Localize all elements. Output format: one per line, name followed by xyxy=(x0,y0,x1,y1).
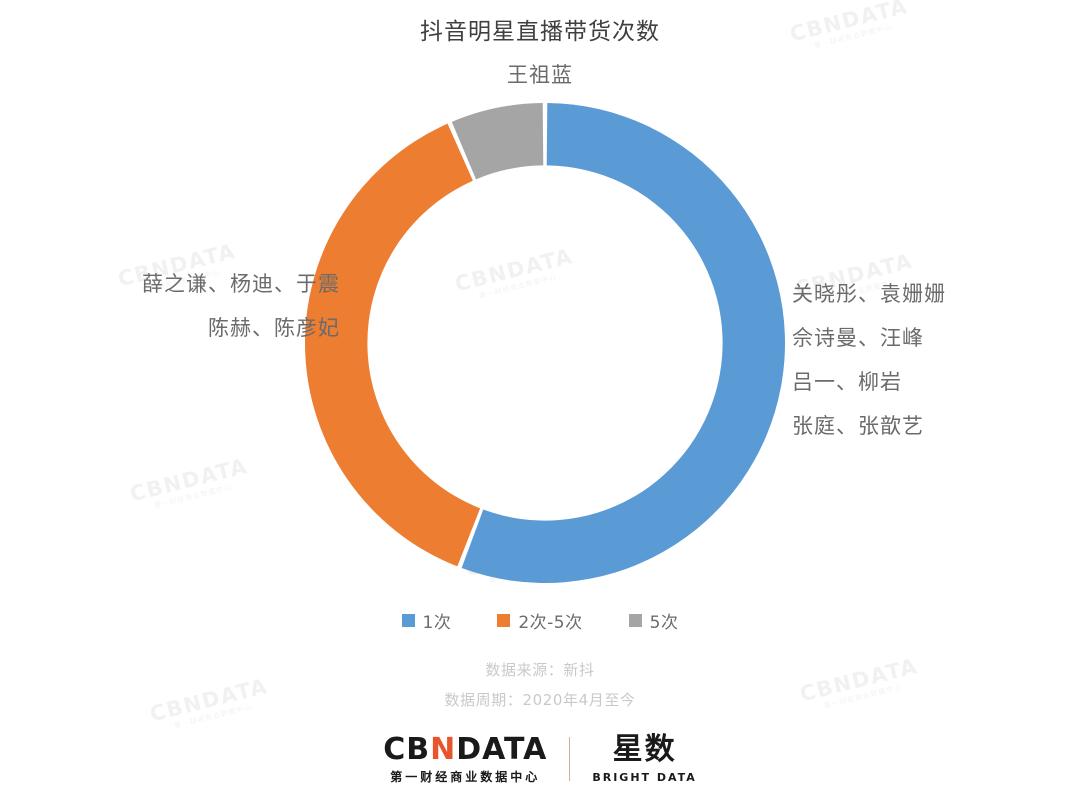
brightdata-logo: 星数 BRIGHT DATA xyxy=(592,732,697,784)
callout-left-line-2: 陈赫、陈彦妃 xyxy=(208,316,340,340)
chart-notes: 数据来源：新抖 数据周期：2020年4月至今 xyxy=(0,655,1080,715)
donut-slices xyxy=(305,103,785,583)
legend-label: 5次 xyxy=(649,613,679,633)
cbndata-wordmark: CB N DATA xyxy=(383,735,547,765)
legend-swatch-icon xyxy=(628,614,642,627)
logo-divider xyxy=(569,737,571,781)
callout-top-line-1: 王祖蓝 xyxy=(507,63,573,87)
donut-slice-2次-5次[interactable] xyxy=(305,123,481,567)
donut-chart xyxy=(305,103,785,583)
chart-legend: 1次 2次-5次 5次 xyxy=(0,608,1080,633)
legend-swatch-icon xyxy=(401,614,415,627)
cbndata-part1: CB xyxy=(383,732,431,767)
donut-svg xyxy=(305,103,785,583)
legend-item-2[interactable]: 5次 xyxy=(628,608,679,633)
watermark-sub: 第一财经商业数据中心 xyxy=(153,483,233,511)
legend-label: 1次 xyxy=(422,613,452,633)
callout-right-line-4: 张庭、张歆艺 xyxy=(792,414,924,438)
watermark-main: CBNDATA xyxy=(127,453,251,507)
callout-right-line-3: 吕一、柳岩 xyxy=(792,370,902,394)
cbndata-part2: DATA xyxy=(456,732,548,767)
donut-slice-1次[interactable] xyxy=(461,103,785,583)
cbndata-accent-letter: N xyxy=(430,732,457,767)
callout-right-line-1: 关晓彤、袁姗姗 xyxy=(792,282,946,306)
chart-title: 抖音明星直播带货次数 xyxy=(420,19,660,45)
callout-label-left: 薛之谦、杨迪、于震 陈赫、陈彦妃 xyxy=(40,262,340,350)
brightdata-wordmark: 星数 xyxy=(612,732,677,767)
legend-label: 2次-5次 xyxy=(518,613,583,633)
watermark-tile: CBNDATA 第一财经商业数据中心 xyxy=(127,453,252,515)
callout-left-line-1: 薛之谦、杨迪、于震 xyxy=(142,272,340,296)
note-source: 数据来源：新抖 xyxy=(485,661,595,679)
logo-bar: CB N DATA 第一财经商业数据中心 星数 BRIGHT DATA xyxy=(0,732,1080,784)
legend-item-1[interactable]: 2次-5次 xyxy=(497,608,582,633)
cbndata-tagline: 第一财经商业数据中心 xyxy=(390,770,541,784)
brightdata-tagline: BRIGHT DATA xyxy=(592,771,697,784)
callout-label-top: 王祖蓝 xyxy=(0,63,1080,88)
cbndata-logo: CB N DATA 第一财经商业数据中心 xyxy=(383,735,547,784)
legend-item-0[interactable]: 1次 xyxy=(401,608,452,633)
donut-slice-5次[interactable] xyxy=(451,103,544,180)
callout-right-line-2: 佘诗曼、汪峰 xyxy=(792,326,924,350)
note-period: 数据周期：2020年4月至今 xyxy=(444,691,636,709)
callout-label-right: 关晓彤、袁姗姗 佘诗曼、汪峰 吕一、柳岩 张庭、张歆艺 xyxy=(792,272,1072,448)
legend-swatch-icon xyxy=(497,614,511,627)
